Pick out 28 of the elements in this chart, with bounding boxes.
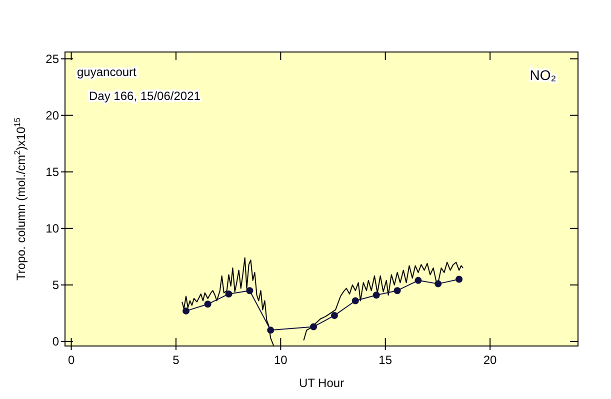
y-tick-label: 15 xyxy=(46,164,60,179)
y-tick-label: 25 xyxy=(46,52,60,66)
y-tick-label: 20 xyxy=(46,108,60,122)
x-tick-label: 15 xyxy=(378,353,392,367)
point xyxy=(372,292,380,299)
annotation: guyancourt xyxy=(77,65,138,79)
point xyxy=(352,297,359,304)
point xyxy=(204,300,212,308)
annotation: NO₂ xyxy=(530,67,556,83)
x-tick-label: 20 xyxy=(483,353,498,367)
point xyxy=(225,290,232,298)
point xyxy=(434,280,442,288)
x-tick-label: 5 xyxy=(172,353,180,367)
x-tick-label: 0 xyxy=(68,353,75,367)
point xyxy=(414,276,422,284)
x-tick-label: 10 xyxy=(274,353,288,367)
y-tick-label: 10 xyxy=(46,221,60,236)
point xyxy=(182,307,190,314)
y-tick-label: 0 xyxy=(52,334,60,348)
point xyxy=(267,326,274,334)
point xyxy=(246,287,254,294)
annotation: Day 166, 15/06/2021 xyxy=(89,89,201,103)
point xyxy=(330,312,338,319)
y-tick-label: 5 xyxy=(52,278,60,292)
point xyxy=(394,287,401,294)
x-axis-title: UT Hour xyxy=(298,376,344,390)
point xyxy=(310,323,318,330)
point xyxy=(456,276,463,283)
